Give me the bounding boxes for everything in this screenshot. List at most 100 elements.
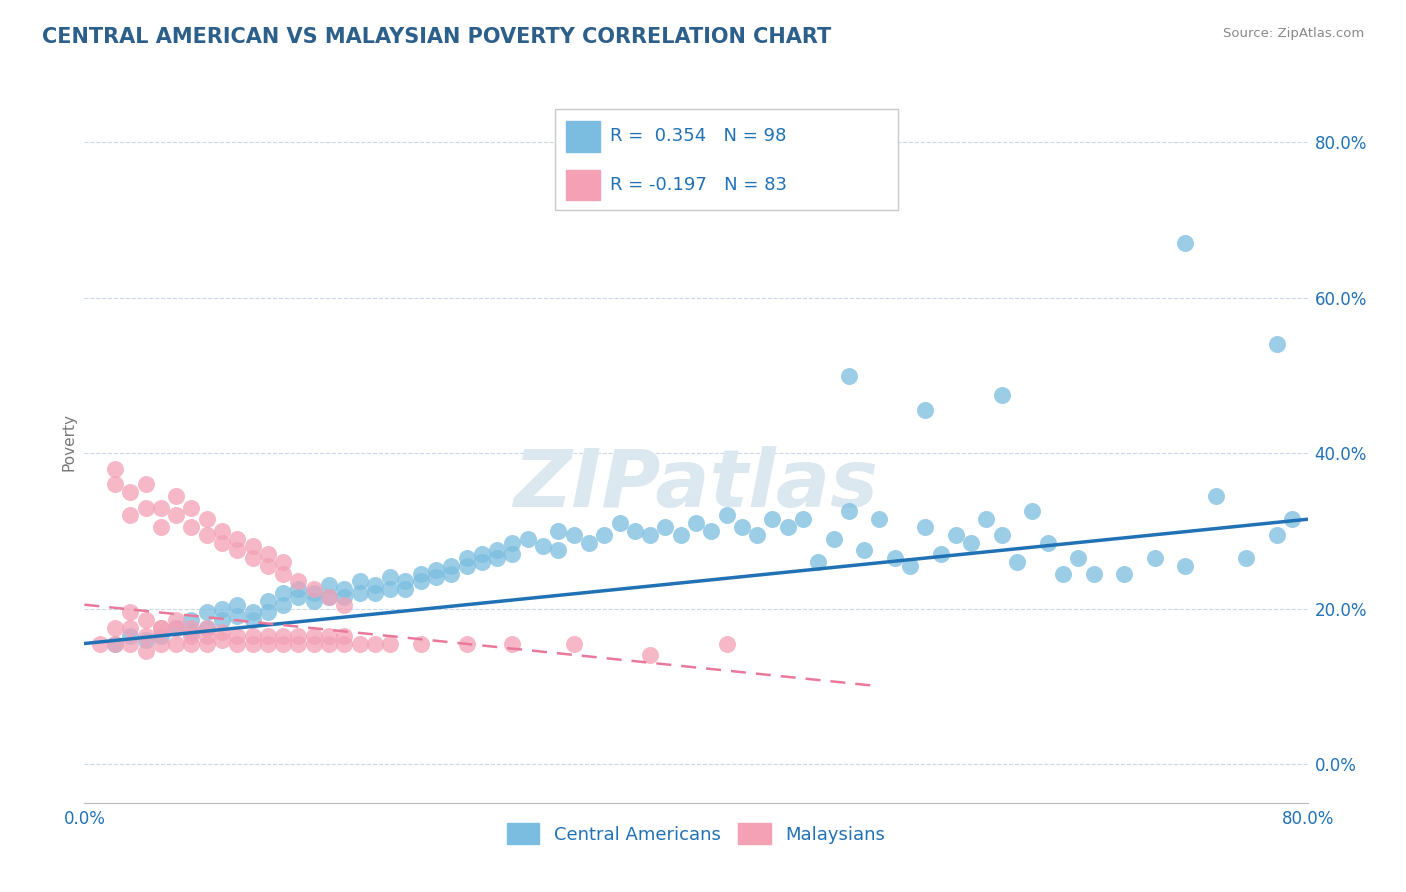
Point xyxy=(104,636,127,650)
Point xyxy=(349,586,371,600)
Point xyxy=(1083,566,1105,581)
Point xyxy=(654,520,676,534)
Point xyxy=(242,629,264,643)
Point xyxy=(349,636,371,650)
Point xyxy=(425,563,447,577)
Point xyxy=(149,621,172,635)
Point xyxy=(180,613,202,627)
Point xyxy=(318,636,340,650)
Point xyxy=(364,578,387,592)
Point xyxy=(135,644,157,658)
Point xyxy=(364,586,387,600)
Point xyxy=(287,636,309,650)
Point xyxy=(120,636,142,650)
Y-axis label: Poverty: Poverty xyxy=(60,412,76,471)
Point xyxy=(991,388,1014,402)
Point xyxy=(531,540,554,554)
Point xyxy=(195,621,218,635)
Point xyxy=(165,508,187,523)
Point xyxy=(869,512,891,526)
Point xyxy=(104,636,127,650)
Point xyxy=(271,566,294,581)
Point xyxy=(302,594,325,608)
Point xyxy=(165,613,187,627)
Point xyxy=(747,528,769,542)
Point xyxy=(853,543,876,558)
Point xyxy=(502,535,524,549)
Point xyxy=(1265,528,1288,542)
Point xyxy=(318,590,340,604)
Point xyxy=(562,528,585,542)
Point xyxy=(1021,504,1043,518)
Point xyxy=(195,629,218,643)
Point xyxy=(394,582,416,596)
Point xyxy=(440,566,463,581)
Point xyxy=(486,551,509,566)
Point xyxy=(502,547,524,561)
Point xyxy=(914,403,936,417)
Text: ZIPatlas: ZIPatlas xyxy=(513,446,879,524)
Point xyxy=(257,636,280,650)
Point xyxy=(823,532,845,546)
Point xyxy=(638,648,661,663)
Point xyxy=(242,613,264,627)
Point xyxy=(135,632,157,647)
Point xyxy=(425,570,447,584)
Point xyxy=(149,629,172,643)
Point xyxy=(1143,551,1166,566)
Point xyxy=(991,528,1014,542)
Point xyxy=(165,621,187,635)
Point xyxy=(180,520,202,534)
Point xyxy=(593,528,616,542)
Point xyxy=(807,555,830,569)
Point xyxy=(761,512,783,526)
Point xyxy=(226,636,249,650)
Point xyxy=(471,555,494,569)
Point xyxy=(1005,555,1028,569)
Point xyxy=(104,477,127,491)
Point xyxy=(547,524,569,538)
Point xyxy=(135,613,157,627)
Point xyxy=(271,629,294,643)
Point xyxy=(516,532,538,546)
Point xyxy=(120,621,142,635)
Point xyxy=(302,629,325,643)
Point xyxy=(318,578,340,592)
Point xyxy=(409,574,432,589)
Point xyxy=(486,543,509,558)
Point xyxy=(211,524,233,538)
Point xyxy=(1036,535,1059,549)
Point xyxy=(1174,558,1197,573)
Point xyxy=(257,558,280,573)
Point xyxy=(302,582,325,596)
Point xyxy=(135,500,157,515)
Legend: Central Americans, Malaysians: Central Americans, Malaysians xyxy=(499,816,893,852)
Point xyxy=(394,574,416,589)
Point xyxy=(456,558,478,573)
Point xyxy=(929,547,952,561)
Point xyxy=(838,504,860,518)
Point xyxy=(180,636,202,650)
Text: CENTRAL AMERICAN VS MALAYSIAN POVERTY CORRELATION CHART: CENTRAL AMERICAN VS MALAYSIAN POVERTY CO… xyxy=(42,27,831,46)
Point xyxy=(180,500,202,515)
Point xyxy=(211,601,233,615)
Point xyxy=(333,636,356,650)
Point xyxy=(135,629,157,643)
Point xyxy=(716,508,738,523)
Point xyxy=(380,636,402,650)
Point xyxy=(180,621,202,635)
Point xyxy=(180,624,202,639)
Point xyxy=(456,636,478,650)
Point xyxy=(333,582,356,596)
Point xyxy=(135,477,157,491)
Point xyxy=(440,558,463,573)
Point xyxy=(195,621,218,635)
Point xyxy=(638,528,661,542)
Point xyxy=(271,555,294,569)
Point xyxy=(960,535,983,549)
Point xyxy=(1281,512,1303,526)
Point xyxy=(302,636,325,650)
Point xyxy=(792,512,814,526)
Point xyxy=(211,613,233,627)
Point xyxy=(731,520,754,534)
